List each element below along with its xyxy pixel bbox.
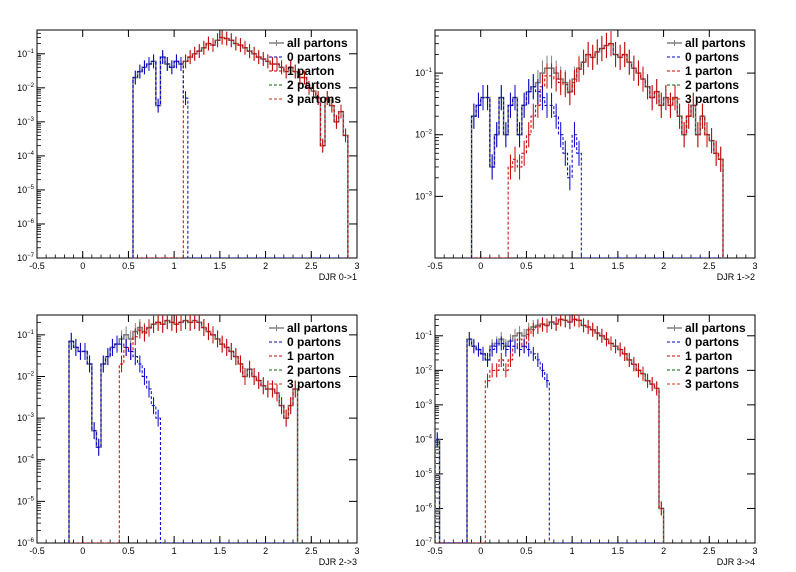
legend-label: 0 partons [685, 50, 739, 64]
x-tick-label: 0 [80, 546, 85, 556]
legend-label: 1 parton [287, 349, 334, 363]
y-tick-label: 10−1 [415, 331, 433, 341]
legend-label: all partons [685, 36, 746, 50]
y-tick-label: 10−6 [17, 219, 35, 229]
x-tick-label: -0.5 [29, 261, 45, 271]
legend-label: 3 partons [287, 377, 341, 391]
chart-panel-4: -0.5 0 0.5 1 1.5 2 2.5 3 10−7 10−6 10−5 10−4 10−3 10−… [415, 314, 758, 567]
y-tick-label: 10−2 [415, 365, 433, 375]
legend-label: 2 partons [685, 363, 739, 377]
legend-label: 1 parton [287, 64, 334, 78]
x-tick-label: 3 [354, 261, 359, 271]
y-tick-label: 10−1 [17, 49, 35, 59]
y-tick-label: 10−4 [17, 455, 35, 465]
y-tick-label: 10−4 [17, 151, 35, 161]
x-tick-label: 3 [752, 546, 757, 556]
x-tick-label: 0.5 [122, 261, 135, 271]
legend-label: 1 parton [685, 349, 732, 363]
y-tick-label: 10−5 [17, 185, 35, 195]
x-axis-title: DJR 2->3 [319, 557, 357, 567]
legend-label: 0 partons [287, 50, 341, 64]
x-tick-label: -0.5 [427, 546, 443, 556]
legend-label: all partons [287, 36, 348, 50]
y-tick-label: 10−3 [17, 413, 35, 423]
x-tick-label: 1 [570, 261, 575, 271]
y-tick-label: 10−5 [415, 469, 433, 479]
x-tick-label: 2 [661, 546, 666, 556]
x-tick-label: 1.5 [612, 546, 625, 556]
legend-label: 0 partons [287, 335, 341, 349]
x-tick-label: 1 [570, 546, 575, 556]
series-line-1-parton [435, 318, 665, 543]
x-tick-label: 0 [478, 261, 483, 271]
x-tick-label: 0 [80, 261, 85, 271]
y-tick-label: 10−6 [17, 538, 35, 548]
x-tick-label: 0.5 [520, 261, 533, 271]
x-axis-title: DJR 3->4 [717, 557, 755, 567]
x-tick-label: 1 [172, 261, 177, 271]
y-tick-label: 10−2 [415, 130, 433, 140]
x-tick-label: 2 [263, 546, 268, 556]
legend-label: 3 partons [685, 377, 739, 391]
x-tick-label: 1.5 [612, 261, 625, 271]
x-axis-title: DJR 0->1 [319, 272, 357, 282]
x-tick-label: -0.5 [29, 546, 45, 556]
x-tick-label: 3 [354, 546, 359, 556]
y-tick-label: 10−5 [17, 496, 35, 506]
y-tick-label: 10−6 [415, 503, 433, 513]
legend-label: 2 partons [685, 78, 739, 92]
chart-panel-3: -0.5 0 0.5 1 1.5 2 2.5 3 10−6 10−5 10−4 10−3 10−2 10−… [17, 314, 360, 567]
x-tick-label: 0.5 [520, 546, 533, 556]
y-tick-label: 10−7 [415, 538, 433, 548]
series-line-0-partons [471, 86, 723, 258]
x-tick-label: 3 [752, 261, 757, 271]
x-tick-label: 1 [172, 546, 177, 556]
legend-label: all partons [685, 321, 746, 335]
x-tick-label: -0.5 [427, 261, 443, 271]
y-tick-label: 10−3 [415, 400, 433, 410]
x-tick-label: 2.5 [703, 546, 716, 556]
legend-label: 1 parton [685, 64, 732, 78]
series-line-0-partons [68, 340, 298, 543]
x-tick-label: 2 [263, 261, 268, 271]
y-tick-label: 10−2 [17, 371, 35, 381]
legend-label: 2 partons [287, 363, 341, 377]
y-tick-label: 10−1 [17, 330, 35, 340]
x-tick-label: 0.5 [122, 546, 135, 556]
chart-panel-1: -0.5 0 0.5 1 1.5 2 2.5 3 10−7 10−6 10−5 10−4 10−3 10−… [17, 29, 360, 282]
x-tick-label: 2.5 [305, 261, 318, 271]
x-tick-label: 2.5 [703, 261, 716, 271]
y-tick-label: 10−3 [17, 117, 35, 127]
series-line-1-parton [133, 37, 349, 258]
chart-panel-2: -0.5 0 0.5 1 1.5 2 2.5 3 10−3 10−2 10−1 DJR 1->2 all… [415, 29, 758, 282]
legend-label: 0 partons [685, 335, 739, 349]
y-tick-label: 10−1 [415, 68, 433, 78]
legend-label: all partons [287, 321, 348, 335]
y-tick-label: 10−3 [415, 191, 433, 201]
x-axis-title: DJR 1->2 [717, 272, 755, 282]
y-tick-label: 10−7 [17, 253, 35, 263]
y-tick-label: 10−2 [17, 83, 35, 93]
x-tick-label: 1.5 [214, 261, 227, 271]
x-tick-label: 2 [661, 261, 666, 271]
x-tick-label: 0 [478, 546, 483, 556]
legend-label: 3 partons [287, 92, 341, 106]
y-tick-label: 10−4 [415, 434, 433, 444]
legend-label: 3 partons [685, 92, 739, 106]
x-tick-label: 1.5 [214, 546, 227, 556]
x-tick-label: 2.5 [305, 546, 318, 556]
legend-label: 2 partons [287, 78, 341, 92]
